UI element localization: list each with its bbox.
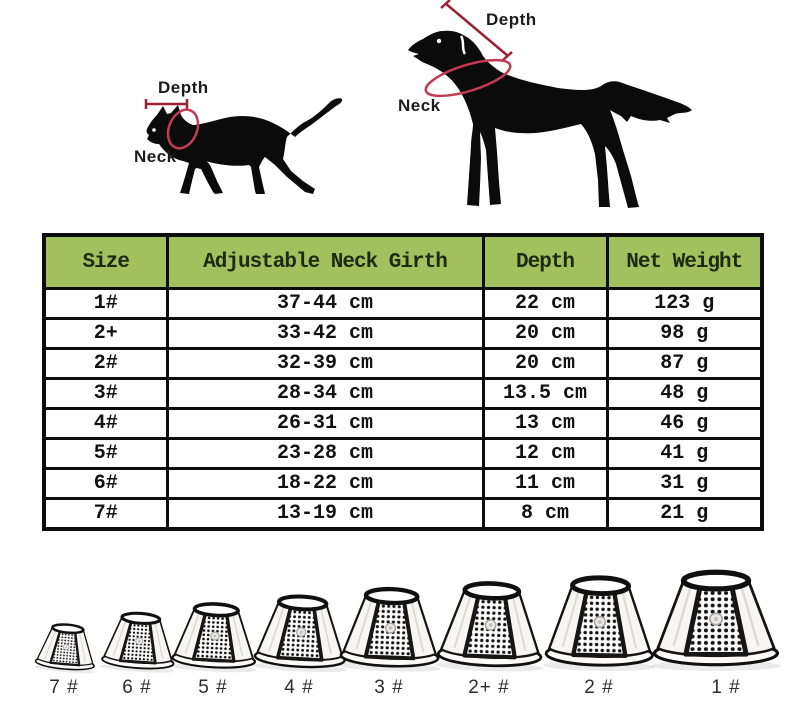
depth-cell: 13 cm <box>481 407 609 440</box>
girth-cell: 13-19 cm <box>165 497 485 531</box>
cone-2plus <box>433 575 548 675</box>
size-table: Size Adjustable Neck Girth Depth Net Wei… <box>42 233 764 531</box>
cone-label-5: 5 # <box>198 677 228 698</box>
cone-7 <box>32 618 100 675</box>
size-cell: 2# <box>42 347 169 380</box>
table-row: 5# 23-28 cm 12 cm 41 g <box>42 437 764 470</box>
size-cell: 5# <box>42 437 169 470</box>
cone-3 <box>336 581 445 675</box>
cone-5 <box>168 597 262 676</box>
table-row: 7# 13-19 cm 8 cm 21 g <box>42 497 764 531</box>
size-cell: 3# <box>42 377 169 410</box>
cone-label-3: 3 # <box>374 677 404 698</box>
weight-cell: 87 g <box>605 347 764 380</box>
depth-cell: 11 cm <box>481 467 609 500</box>
cone-label-1: 1 # <box>711 677 741 698</box>
cat-depth-label: Depth <box>158 78 209 97</box>
weight-cell: 31 g <box>605 467 764 500</box>
header-depth: Depth <box>481 233 609 290</box>
weight-cell: 41 g <box>605 437 764 470</box>
cat-depth-measure-line <box>144 99 189 109</box>
header-size: Size <box>42 233 169 290</box>
girth-cell: 37-44 cm <box>165 287 485 320</box>
header-weight: Net Weight <box>605 233 764 290</box>
table-header-row: Size Adjustable Neck Girth Depth Net Wei… <box>42 233 764 290</box>
table-row: 3# 28-34 cm 13.5 cm 48 g <box>42 377 764 410</box>
table-row: 1# 37-44 cm 22 cm 123 g <box>42 287 764 320</box>
depth-cell: 20 cm <box>481 317 609 350</box>
dog-depth-label: Depth <box>486 10 537 29</box>
cat-neck-label: Neck <box>134 147 177 166</box>
dog-eye <box>436 38 442 44</box>
girth-cell: 28-34 cm <box>165 377 485 410</box>
depth-cell: 12 cm <box>481 437 609 470</box>
size-cell: 6# <box>42 467 169 500</box>
dog-neck-label: Neck <box>398 96 441 115</box>
table-row: 2# 32-39 cm 20 cm 87 g <box>42 347 764 380</box>
cone-label-6: 6 # <box>122 677 152 698</box>
weight-cell: 46 g <box>605 407 764 440</box>
cone-label-7: 7 # <box>49 677 79 698</box>
weight-cell: 123 g <box>605 287 764 320</box>
girth-cell: 18-22 cm <box>165 467 485 500</box>
table-row: 2+ 33-42 cm 20 cm 98 g <box>42 317 764 350</box>
size-cell: 2+ <box>42 317 169 350</box>
depth-cell: 22 cm <box>481 287 609 320</box>
girth-cell: 26-31 cm <box>165 407 485 440</box>
header-girth: Adjustable Neck Girth <box>165 233 485 290</box>
depth-cell: 13.5 cm <box>481 377 609 410</box>
girth-cell: 33-42 cm <box>165 317 485 350</box>
size-cell: 1# <box>42 287 169 320</box>
depth-cell: 20 cm <box>481 347 609 380</box>
cat-eye <box>152 128 156 132</box>
weight-cell: 48 g <box>605 377 764 410</box>
cone-2 <box>541 570 659 674</box>
dog-silhouette <box>408 30 692 209</box>
weight-cell: 98 g <box>605 317 764 350</box>
cat-neck-ring <box>166 108 200 150</box>
cone-label-2plus: 2+ # <box>468 677 510 698</box>
size-cell: 4# <box>42 407 169 440</box>
size-cell: 7# <box>42 497 169 531</box>
girth-cell: 23-28 cm <box>165 437 485 470</box>
depth-cell: 8 cm <box>481 497 609 531</box>
table-row: 4# 26-31 cm 13 cm 46 g <box>42 407 764 440</box>
weight-cell: 21 g <box>605 497 764 531</box>
girth-cell: 32-39 cm <box>165 347 485 380</box>
dog-ear-marking <box>459 35 467 55</box>
cone-1 <box>649 565 783 673</box>
dog-depth-measure-line <box>440 0 513 61</box>
table-row: 6# 18-22 cm 11 cm 31 g <box>42 467 764 500</box>
cone-label-4: 4 # <box>284 677 314 698</box>
cone-label-2: 2 # <box>584 677 614 698</box>
